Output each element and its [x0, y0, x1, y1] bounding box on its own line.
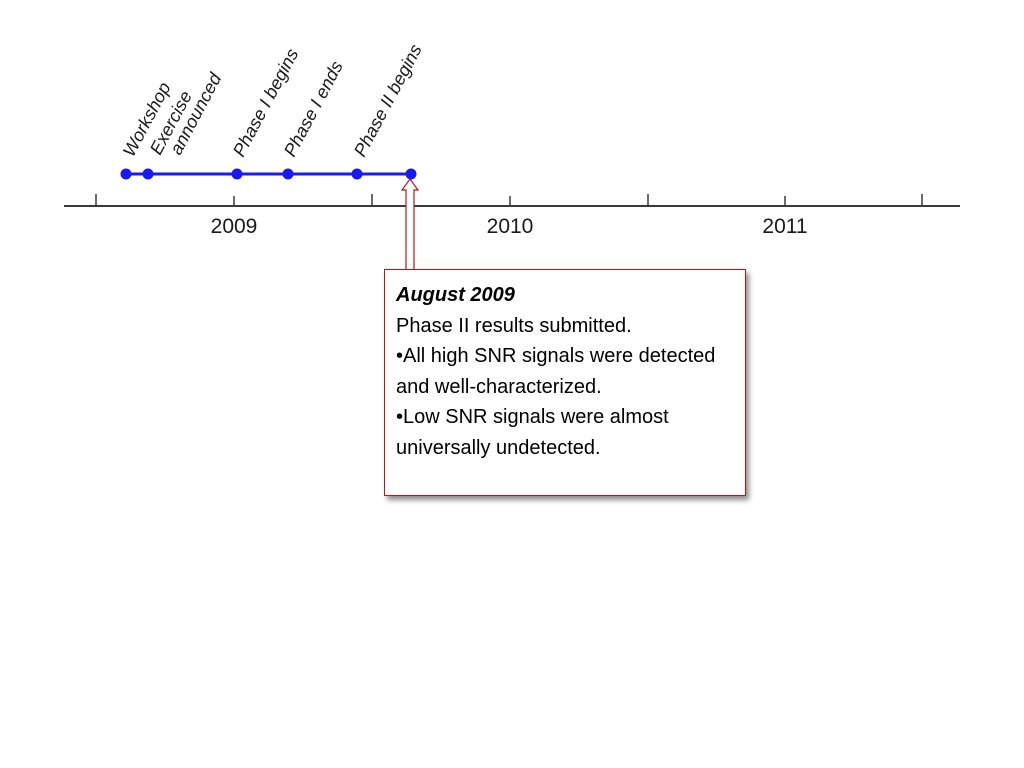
- event-dot: [282, 168, 294, 180]
- callout-pointer-arrow: [400, 177, 420, 271]
- year-label: 2009: [211, 215, 258, 238]
- axis-ticks: [95, 194, 923, 206]
- event-label: Phase II begins: [350, 41, 426, 160]
- event-dot: [231, 168, 243, 180]
- year-label: 2011: [762, 215, 807, 238]
- callout-box: August 2009 Phase II results submitted. …: [384, 269, 746, 496]
- callout-line: Phase II results submitted.: [396, 314, 632, 337]
- callout-title: August 2009: [396, 284, 515, 306]
- event-dots: [120, 168, 417, 180]
- event-dot: [405, 168, 417, 180]
- event-dot: [120, 168, 132, 180]
- event-dot: [351, 168, 363, 180]
- year-label: 2010: [487, 215, 534, 238]
- callout-line: •Low SNR signals were almost universally…: [396, 406, 669, 459]
- callout-line: •All high SNR signals were detected and …: [396, 345, 716, 398]
- event-dot: [142, 168, 154, 180]
- year-labels: 2009 2010 2011: [211, 215, 808, 238]
